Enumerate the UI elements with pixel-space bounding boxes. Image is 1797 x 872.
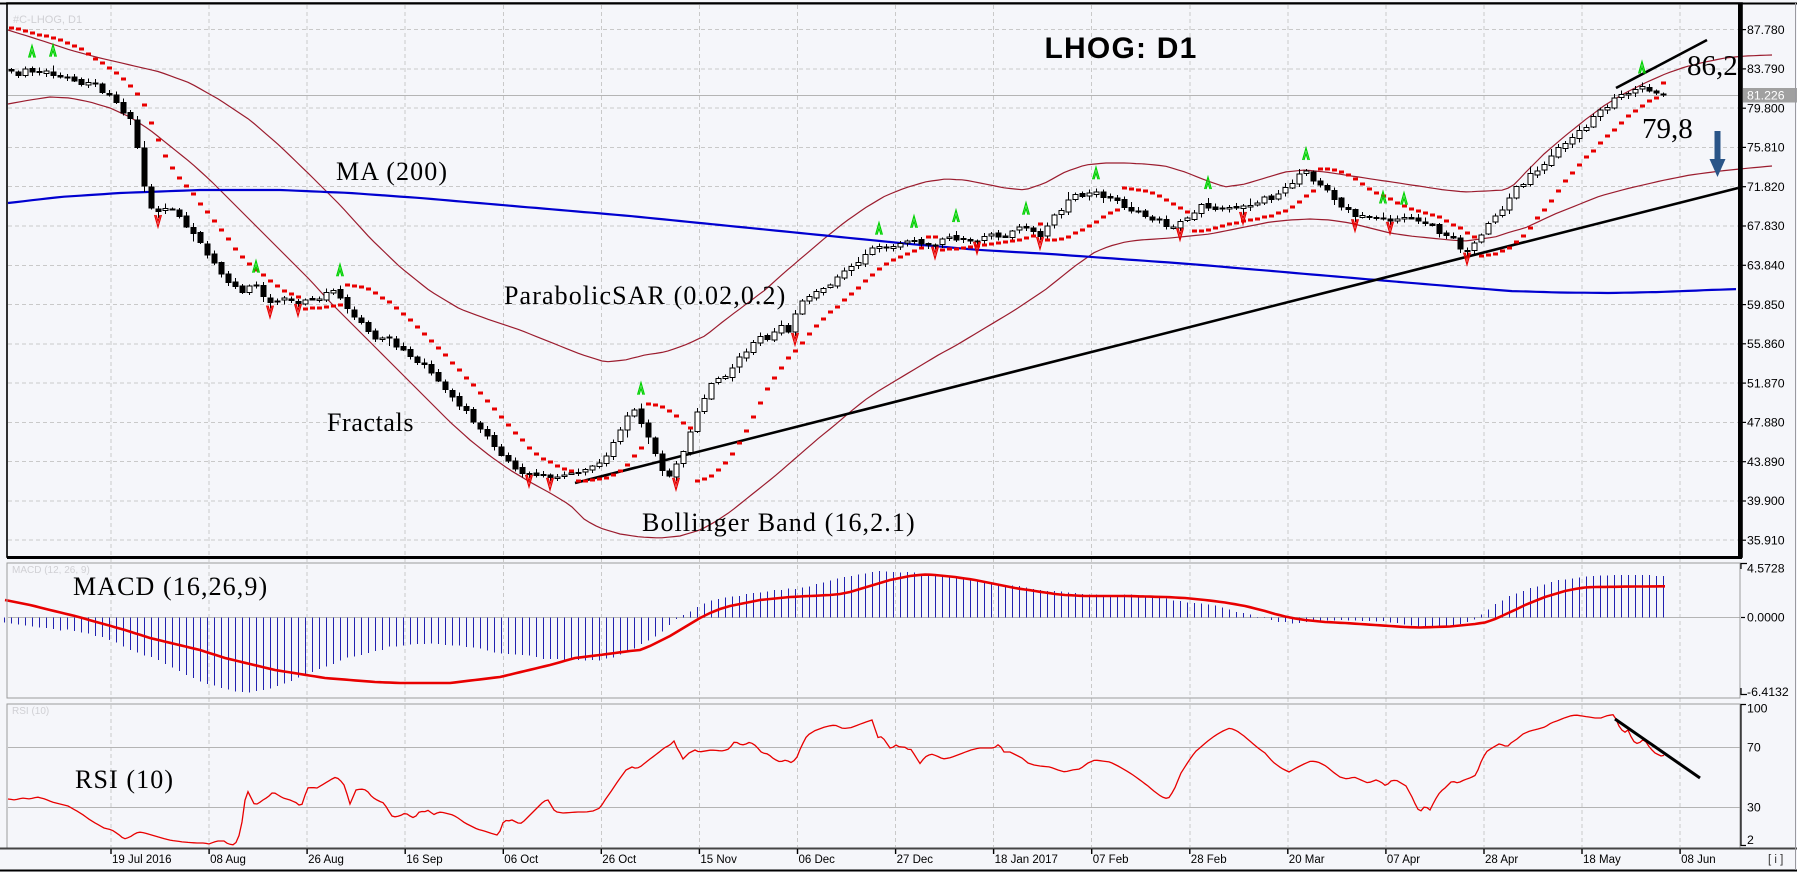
svg-text:19 Jul 2016: 19 Jul 2016 — [112, 854, 171, 866]
svg-text:ParabolicSAR (0.02,0.2): ParabolicSAR (0.02,0.2) — [504, 281, 786, 310]
svg-text:08 Jun: 08 Jun — [1681, 854, 1716, 866]
svg-text:81.226: 81.226 — [1747, 89, 1785, 103]
svg-text:4.5728: 4.5728 — [1747, 562, 1785, 576]
svg-text:0.0000: 0.0000 — [1747, 611, 1785, 625]
svg-text:71.820: 71.820 — [1747, 180, 1785, 194]
svg-text:16 Sep: 16 Sep — [406, 854, 442, 866]
svg-text:RSI (10): RSI (10) — [12, 706, 49, 717]
svg-text:79,8: 79,8 — [1642, 113, 1693, 145]
svg-text:06 Dec: 06 Dec — [799, 854, 836, 866]
svg-text:70: 70 — [1747, 741, 1761, 755]
svg-text:MACD (16,26,9): MACD (16,26,9) — [73, 572, 268, 601]
svg-text:51.870: 51.870 — [1747, 376, 1785, 390]
svg-text:-6.4132: -6.4132 — [1747, 685, 1789, 699]
svg-text:Fractals: Fractals — [327, 408, 414, 437]
svg-text:20 Mar: 20 Mar — [1289, 854, 1325, 866]
svg-text:43.890: 43.890 — [1747, 455, 1785, 469]
svg-text:18 Jan 2017: 18 Jan 2017 — [995, 854, 1058, 866]
svg-text:47.880: 47.880 — [1747, 416, 1785, 430]
svg-text:07 Apr: 07 Apr — [1387, 854, 1420, 866]
svg-text:79.800: 79.800 — [1747, 101, 1785, 115]
svg-text:[ i ]: [ i ] — [1768, 854, 1783, 866]
svg-text:30: 30 — [1747, 801, 1761, 815]
svg-text:59.850: 59.850 — [1747, 298, 1785, 312]
svg-text:39.900: 39.900 — [1747, 494, 1785, 508]
svg-text:2: 2 — [1747, 833, 1754, 847]
svg-text:08 Aug: 08 Aug — [210, 854, 246, 866]
svg-text:06 Oct: 06 Oct — [504, 854, 539, 866]
svg-text:55.860: 55.860 — [1747, 337, 1785, 351]
svg-text:63.840: 63.840 — [1747, 259, 1785, 273]
svg-text:MACD (12, 26, 9): MACD (12, 26, 9) — [12, 565, 90, 576]
svg-text:MA (200): MA (200) — [336, 157, 448, 186]
svg-text:RSI (10): RSI (10) — [75, 765, 174, 794]
svg-text:35.910: 35.910 — [1747, 533, 1785, 547]
svg-text:28 Feb: 28 Feb — [1191, 854, 1227, 866]
svg-text:26 Oct: 26 Oct — [602, 854, 637, 866]
svg-text:83.790: 83.790 — [1747, 62, 1785, 76]
svg-text:LHOG: D1: LHOG: D1 — [1045, 32, 1198, 65]
svg-text:87.780: 87.780 — [1747, 23, 1785, 37]
svg-text:#C-LHOG, D1: #C-LHOG, D1 — [13, 14, 82, 26]
svg-text:07 Feb: 07 Feb — [1093, 854, 1129, 866]
svg-text:Bollinger Band (16,2.1): Bollinger Band (16,2.1) — [642, 508, 916, 537]
svg-text:15 Nov: 15 Nov — [700, 854, 737, 866]
svg-text:18 May: 18 May — [1583, 854, 1621, 866]
svg-text:86,2: 86,2 — [1687, 50, 1738, 82]
svg-text:75.810: 75.810 — [1747, 141, 1785, 155]
svg-text:100: 100 — [1747, 702, 1768, 716]
svg-text:28 Apr: 28 Apr — [1485, 854, 1518, 866]
svg-text:27 Dec: 27 Dec — [897, 854, 934, 866]
svg-text:26 Aug: 26 Aug — [308, 854, 344, 866]
svg-text:67.830: 67.830 — [1747, 219, 1785, 233]
